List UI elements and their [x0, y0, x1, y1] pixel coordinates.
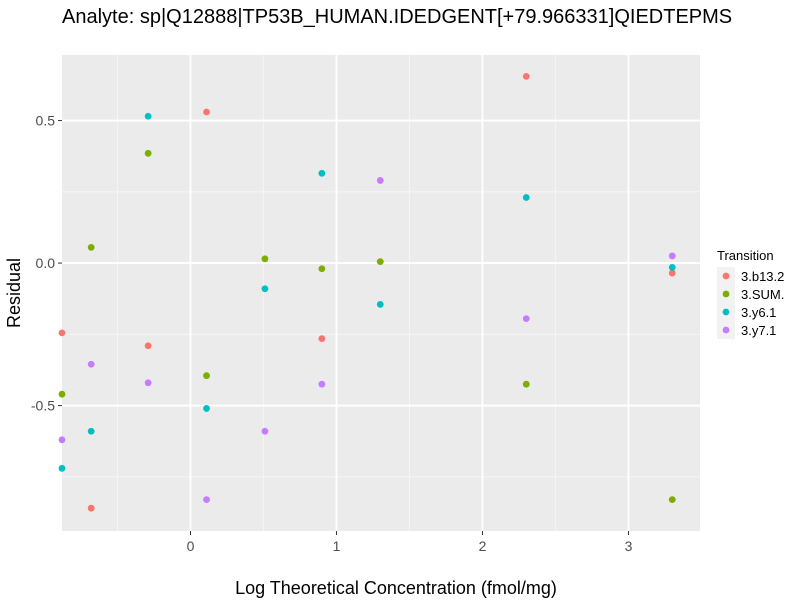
legend-swatch [722, 326, 730, 334]
data-point [58, 329, 66, 337]
data-point [87, 360, 95, 368]
data-point [522, 72, 530, 80]
legend: Transition 3.b13.2 3.SUM. 3.y6.1 3.y7.1 [717, 248, 784, 339]
series-4 [58, 177, 676, 504]
y-tick-label: 0.5 [36, 113, 56, 129]
legend-label: 3.y7.1 [741, 323, 776, 338]
data-point [58, 436, 66, 444]
data-point [376, 177, 384, 184]
legend-label: 3.b13.2 [741, 269, 784, 284]
series-3 [58, 112, 676, 472]
legend-swatch [722, 308, 730, 316]
data-point [376, 258, 384, 266]
chart-title: Analyte: sp|Q12888|TP53B_HUMAN.IDEDGENT[… [62, 6, 732, 28]
data-point [318, 380, 326, 388]
x-tick-label: 1 [333, 538, 341, 554]
data-point [318, 335, 326, 343]
data-point [261, 427, 269, 435]
data-points [58, 72, 676, 512]
series-1 [58, 72, 676, 512]
x-tick-label: 3 [625, 538, 633, 554]
legend-label: 3.y6.1 [741, 305, 776, 320]
data-point [261, 255, 269, 263]
data-point [668, 263, 676, 271]
legend-label: 3.SUM. [741, 287, 784, 302]
data-point [522, 315, 530, 323]
legend-item: 3.b13.2 [717, 267, 784, 285]
data-point [668, 269, 676, 277]
data-point [87, 504, 95, 512]
data-point [522, 194, 530, 201]
legend-item: 3.y6.1 [717, 303, 776, 321]
data-point [144, 149, 152, 157]
x-axis: 0 1 2 3 [187, 531, 633, 554]
data-point [318, 169, 326, 177]
x-axis-title: Log Theoretical Concentration (fmol/mg) [235, 578, 557, 598]
legend-item: 3.y7.1 [717, 321, 776, 339]
data-point [144, 112, 152, 120]
data-point [203, 372, 210, 380]
data-point [87, 427, 95, 435]
legend-title: Transition [717, 248, 774, 263]
data-point [203, 108, 210, 116]
data-point [522, 380, 530, 388]
data-point [261, 285, 269, 293]
data-point [203, 405, 210, 412]
x-tick-label: 0 [187, 538, 195, 554]
legend-items: 3.b13.2 3.SUM. 3.y6.1 3.y7.1 [717, 267, 784, 339]
data-point [318, 265, 326, 273]
legend-swatch [722, 272, 730, 280]
minor-gridlines [62, 55, 700, 531]
y-axis-title: Residual [4, 258, 24, 328]
data-point [144, 379, 152, 387]
data-point [668, 496, 676, 504]
data-point [58, 390, 66, 398]
y-tick-label: 0.0 [36, 255, 56, 271]
data-point [144, 342, 152, 350]
legend-item: 3.SUM. [717, 285, 784, 303]
data-point [203, 496, 210, 504]
series-2 [58, 149, 676, 504]
data-point [58, 464, 66, 472]
plot-panel [62, 55, 700, 531]
data-point [376, 301, 384, 308]
x-tick-label: 2 [479, 538, 487, 554]
legend-swatch [722, 290, 730, 298]
data-point [668, 252, 676, 260]
y-tick-label: -0.5 [31, 398, 55, 414]
y-axis: -0.5 0.0 0.5 [31, 113, 62, 414]
data-point [87, 243, 95, 251]
